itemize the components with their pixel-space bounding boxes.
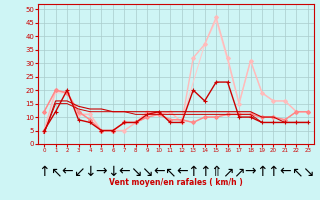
X-axis label: Vent moyen/en rafales ( km/h ): Vent moyen/en rafales ( km/h ) [109,178,243,187]
